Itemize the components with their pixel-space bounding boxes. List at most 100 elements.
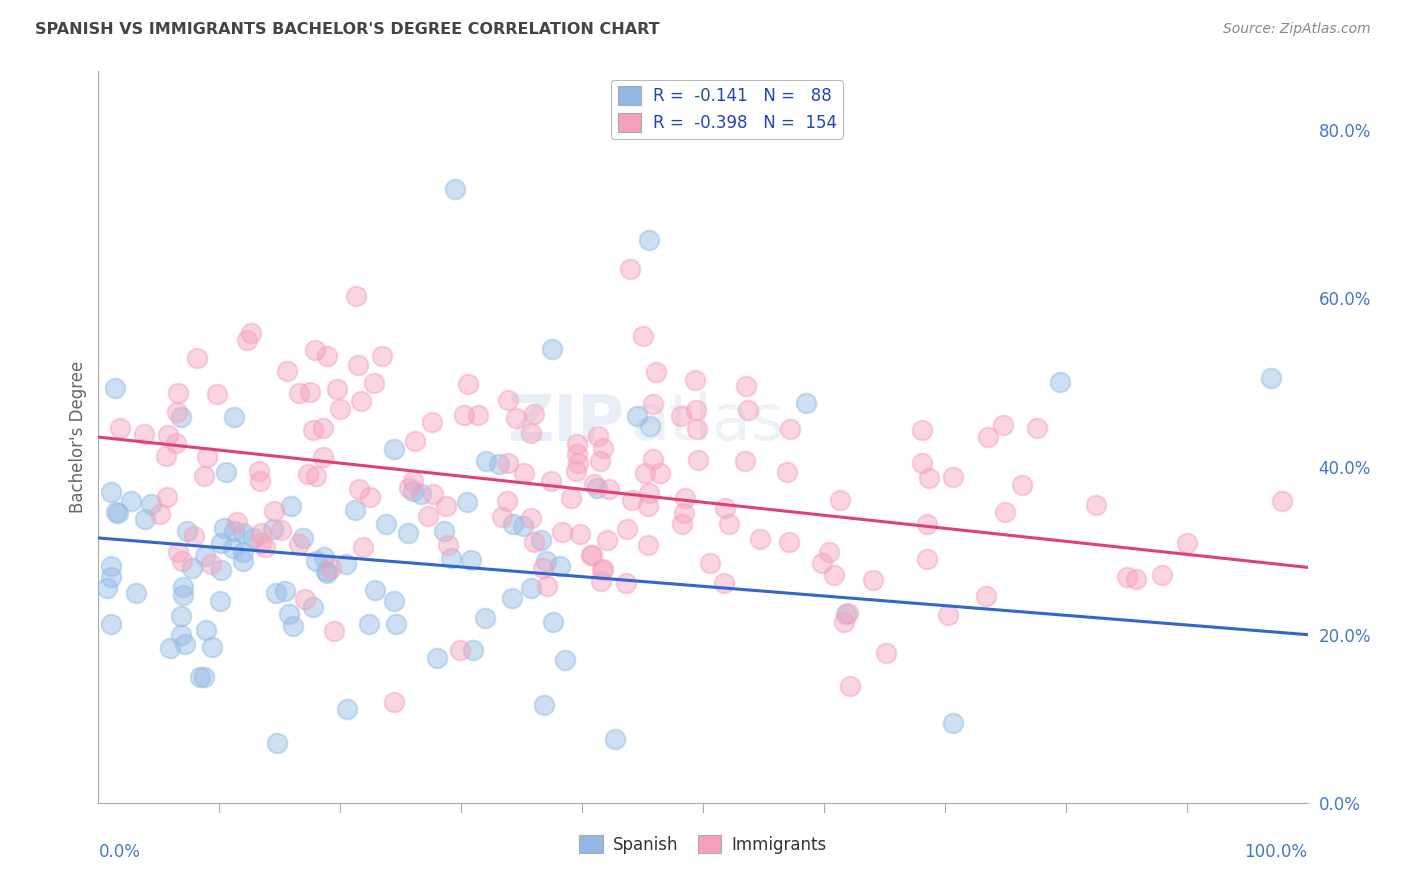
Point [159, 641, 181, 656]
Point [297, 467, 319, 481]
Point [104, 380, 127, 394]
Point [249, 474, 271, 488]
Point [496, 456, 519, 470]
Point [1049, 376, 1071, 390]
Point [404, 434, 426, 448]
Point [298, 385, 321, 400]
Point [862, 573, 884, 587]
Point [205, 387, 228, 401]
Point [100, 617, 122, 632]
Point [1152, 567, 1174, 582]
Point [512, 518, 534, 533]
Point [166, 435, 188, 450]
Point [382, 695, 405, 709]
Point [416, 509, 439, 524]
Point [363, 376, 385, 390]
Point [176, 524, 198, 538]
Point [434, 500, 457, 514]
Point [396, 525, 419, 540]
Point [839, 679, 862, 693]
Point [474, 611, 496, 625]
Point [242, 531, 264, 545]
Point [519, 425, 541, 440]
Point [567, 456, 589, 470]
Point [683, 373, 706, 387]
Point [302, 600, 325, 615]
Point [224, 409, 246, 424]
Point [501, 591, 523, 606]
Point [181, 561, 204, 575]
Point [132, 427, 155, 442]
Point [686, 453, 709, 467]
Point [100, 485, 122, 500]
Point [120, 493, 142, 508]
Point [603, 731, 626, 746]
Point [977, 429, 1000, 443]
Point [560, 491, 582, 506]
Point [533, 698, 555, 712]
Point [550, 558, 572, 573]
Point [637, 538, 659, 552]
Point [292, 532, 315, 546]
Point [1026, 421, 1049, 435]
Point [641, 452, 664, 467]
Point [170, 628, 193, 642]
Point [631, 329, 654, 343]
Point [173, 637, 195, 651]
Point [222, 524, 245, 539]
Point [125, 586, 148, 600]
Point [1084, 498, 1107, 512]
Point [274, 584, 297, 599]
Point [276, 364, 298, 378]
Point [536, 554, 558, 568]
Point [835, 607, 858, 621]
Point [194, 549, 217, 564]
Point [323, 624, 346, 638]
Point [1116, 570, 1139, 584]
Point [637, 499, 659, 513]
Point [453, 408, 475, 422]
Point [344, 289, 367, 303]
Point [250, 525, 273, 540]
Point [974, 590, 997, 604]
Point [565, 447, 588, 461]
Point [277, 607, 299, 622]
Point [619, 261, 641, 276]
Y-axis label: Bachelor's Degree: Bachelor's Degree [69, 361, 87, 513]
Point [734, 454, 756, 468]
Point [460, 553, 482, 567]
Point [616, 522, 638, 536]
Point [569, 527, 592, 541]
Point [302, 424, 325, 438]
Point [232, 526, 254, 541]
Point [513, 467, 536, 481]
Point [456, 495, 478, 509]
Point [519, 581, 541, 595]
Point [266, 736, 288, 750]
Point [439, 551, 461, 566]
Point [598, 482, 620, 496]
Point [823, 568, 845, 582]
Point [673, 506, 696, 520]
Point [648, 466, 671, 480]
Point [264, 586, 287, 600]
Point [107, 506, 129, 520]
Point [100, 570, 122, 584]
Point [194, 623, 217, 637]
Point [832, 615, 855, 630]
Point [942, 470, 965, 484]
Point [1260, 371, 1282, 385]
Point [588, 453, 610, 467]
Point [735, 378, 758, 392]
Point [638, 485, 661, 500]
Point [288, 385, 311, 400]
Point [565, 437, 588, 451]
Point [167, 545, 190, 559]
Point [287, 537, 309, 551]
Point [463, 643, 485, 657]
Point [253, 540, 276, 554]
Point [188, 670, 211, 684]
Point [523, 408, 546, 422]
Point [305, 469, 328, 483]
Point [336, 702, 359, 716]
